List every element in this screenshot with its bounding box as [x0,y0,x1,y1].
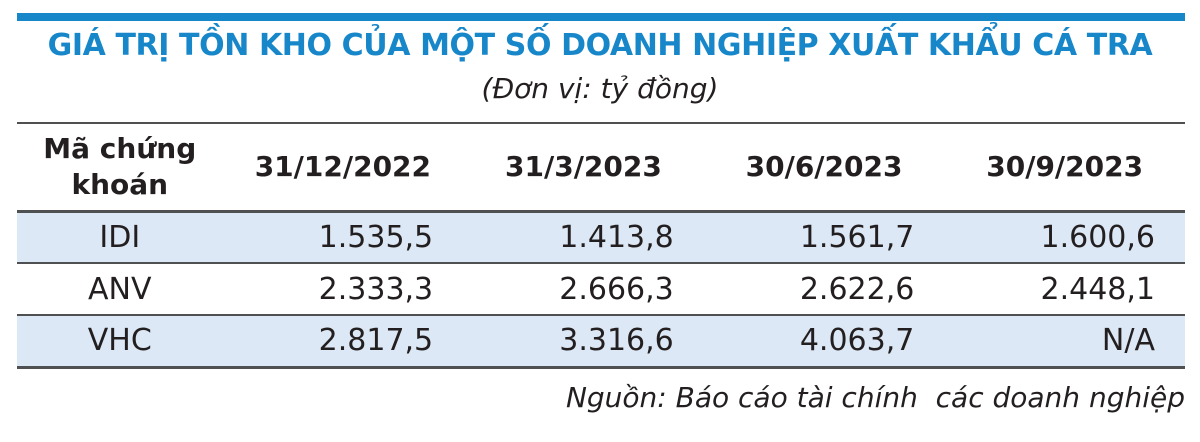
column-header-date-4: 30/9/2023 [944,123,1185,213]
value-cell: 2.622,6 [703,263,945,316]
value-cell: N/A [944,315,1185,369]
value-cell: 1.413,8 [463,211,704,264]
ticker-cell: IDI [17,211,223,264]
unit-subtitle: (Đơn vị: tỷ đồng) [481,72,719,105]
ticker-cell: VHC [17,315,223,369]
table-row-idi: IDI 1.535,5 1.413,8 1.561,7 1.600,6 [17,211,1185,264]
ticker-cell: ANV [17,263,223,316]
table-row-vhc: VHC 2.817,5 3.316,6 4.063,7 N/A [17,315,1185,369]
inventory-table: Mã chứng khoán 31/12/2022 31/3/2023 30/6… [17,122,1185,369]
value-cell: 1.561,7 [703,211,945,264]
source-note: Nguồn: Báo cáo tài chính các doanh nghiệ… [565,380,1185,414]
page-title: GIÁ TRỊ TỒN KHO CỦA MỘT SỐ DOANH NGHIỆP … [47,28,1153,63]
value-cell: 1.600,6 [944,211,1185,264]
value-cell: 2.817,5 [222,315,464,369]
value-cell: 4.063,7 [703,315,945,369]
value-cell: 3.316,6 [463,315,704,369]
value-cell: 2.333,3 [222,263,464,316]
column-header-ticker: Mã chứng khoán [17,123,223,213]
table-row-anv: ANV 2.333,3 2.666,3 2.622,6 2.448,1 [17,263,1185,316]
value-cell: 1.535,5 [222,211,464,264]
column-header-date-1: 31/12/2022 [222,123,464,213]
column-header-date-3: 30/6/2023 [703,123,945,213]
column-header-date-2: 31/3/2023 [463,123,704,213]
value-cell: 2.666,3 [463,263,704,316]
accent-bar [17,13,1185,21]
table-header-row: Mã chứng khoán 31/12/2022 31/3/2023 30/6… [17,123,1185,213]
infographic: GIÁ TRỊ TỒN KHO CỦA MỘT SỐ DOANH NGHIỆP … [0,13,1200,442]
value-cell: 2.448,1 [944,263,1185,316]
